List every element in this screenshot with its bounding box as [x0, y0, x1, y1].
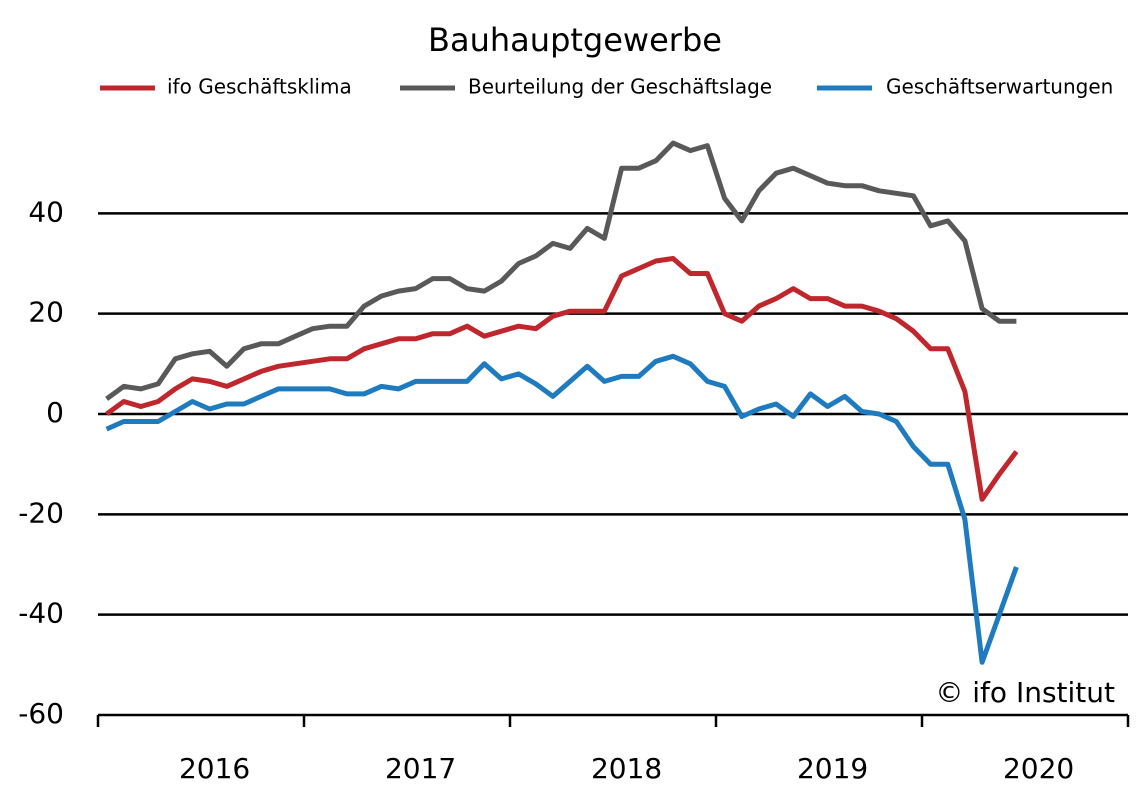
x-tick-label: 2016	[179, 752, 250, 785]
legend-label: Beurteilung der Geschäftslage	[468, 75, 772, 99]
x-tick-label: 2019	[797, 752, 868, 785]
legend-label: ifo Geschäftsklima	[167, 75, 352, 99]
series-line	[105, 353, 1019, 665]
x-tick-label: 2018	[591, 752, 662, 785]
y-tick-label: -40	[18, 597, 64, 630]
y-tick-label: 20	[28, 296, 64, 329]
legend-label: Geschäftserwartungen	[886, 75, 1113, 99]
annotation: © ifo Institut	[935, 676, 1115, 709]
series-line	[105, 140, 1017, 401]
y-tick-label: -60	[18, 697, 64, 730]
x-tick-label: 2017	[385, 752, 456, 785]
y-tick-label: -20	[18, 496, 64, 529]
x-tick-label: 2020	[1003, 752, 1074, 785]
chart-title: Bauhauptgewerbe	[428, 21, 722, 59]
y-tick-label: 40	[28, 195, 64, 228]
y-tick-label: 0	[46, 396, 64, 429]
series-line	[105, 256, 1019, 502]
